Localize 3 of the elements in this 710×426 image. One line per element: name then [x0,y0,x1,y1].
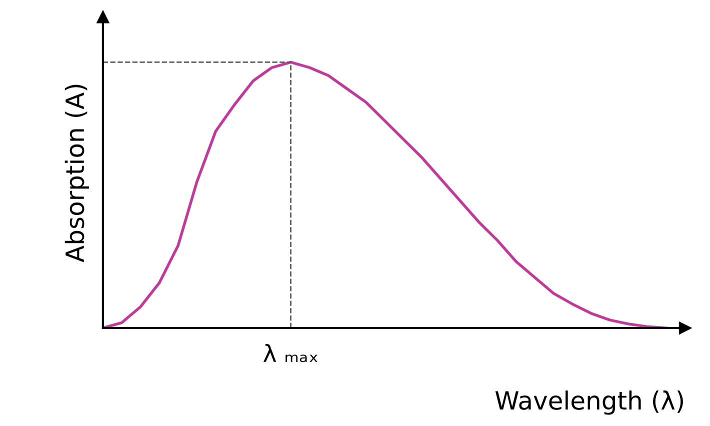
x-axis-title: Wavelength (λ) [495,390,683,415]
y-axis-title: Absorption (A) [64,84,90,262]
text: λ ₘₐₓ [264,344,318,362]
